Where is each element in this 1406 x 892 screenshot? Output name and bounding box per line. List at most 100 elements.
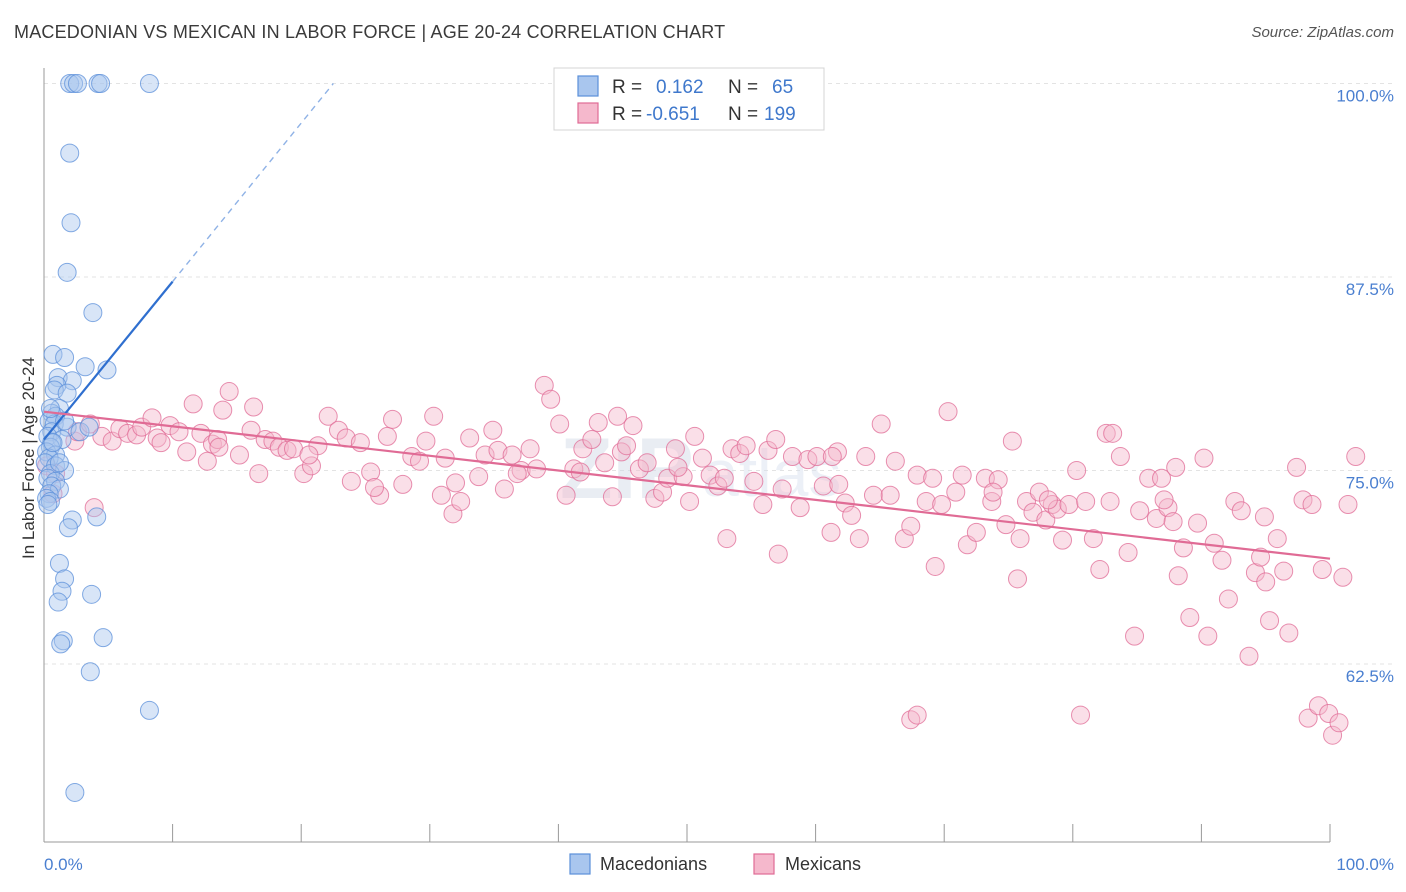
- mexican-point: [1059, 495, 1079, 515]
- mexican-point: [1323, 725, 1343, 745]
- mexican-point: [665, 439, 685, 459]
- mexican-point: [1212, 550, 1232, 570]
- mexican-point: [629, 459, 649, 479]
- mexican-point: [328, 420, 348, 440]
- macedonian-point: [44, 380, 64, 400]
- legend-r-value-macedonians: 0.162: [656, 77, 704, 98]
- mexican-point: [1260, 611, 1280, 631]
- mexican-point: [1130, 501, 1150, 521]
- macedonian-point: [93, 628, 113, 648]
- mexican-point: [582, 430, 602, 450]
- mexican-point: [494, 479, 514, 499]
- mexican-point: [469, 467, 489, 487]
- mexican-point: [730, 443, 750, 463]
- mexican-point: [183, 394, 203, 414]
- macedonian-point: [35, 453, 55, 473]
- macedonian-point: [60, 143, 80, 163]
- bottom-legend-label-mexicans: Mexicans: [785, 854, 861, 874]
- mexican-point: [916, 491, 936, 511]
- mexican-point: [608, 406, 628, 426]
- mexican-point: [680, 491, 700, 511]
- mexican-point: [1103, 423, 1123, 443]
- legend-box: [553, 67, 825, 131]
- mexican-point: [645, 488, 665, 508]
- mexican-point: [1166, 457, 1186, 477]
- mexican-point: [1346, 447, 1366, 467]
- mexican-point: [1254, 507, 1274, 527]
- watermark-atlas: atlas: [702, 436, 841, 510]
- mexican-point: [708, 476, 728, 496]
- mexican-point: [766, 430, 786, 450]
- mexican-point: [410, 451, 430, 471]
- mexican-point: [1017, 491, 1037, 511]
- mexican-point: [294, 464, 314, 484]
- mexican-point: [983, 482, 1003, 502]
- mexican-point: [1100, 491, 1120, 511]
- y-tick-label-2: 75.0%: [1346, 473, 1394, 492]
- mexican-point: [1239, 646, 1259, 666]
- mexican-point: [209, 437, 229, 457]
- mexican-point: [1188, 513, 1208, 533]
- chart-title: MACEDONIAN VS MEXICAN IN LABOR FORCE | A…: [14, 22, 726, 42]
- mexican-point: [393, 474, 413, 494]
- macedonian-point: [65, 782, 85, 802]
- legend-swatch-macedonians: [577, 75, 599, 97]
- mexican-point: [383, 409, 403, 429]
- mexican-point: [1154, 490, 1174, 510]
- mexican-point: [813, 476, 833, 496]
- mexican-point: [880, 485, 900, 505]
- mexican-point: [946, 482, 966, 502]
- mexican-point: [863, 485, 883, 505]
- mexican-point: [556, 485, 576, 505]
- mexican-point: [213, 400, 233, 420]
- macedonian-point: [57, 262, 77, 282]
- macedonian-point: [53, 631, 73, 651]
- mexican-point: [1333, 567, 1353, 587]
- bottom-legend: Macedonians Mexicans: [569, 853, 861, 875]
- mexican-point: [1118, 543, 1138, 563]
- mexican-point: [842, 505, 862, 525]
- mexican-point: [1067, 460, 1087, 480]
- mexican-point: [885, 451, 905, 471]
- mexican-point: [894, 529, 914, 549]
- macedonian-point: [48, 592, 68, 612]
- legend-r-label-macedonians: R =: [612, 77, 642, 98]
- bottom-legend-label-macedonians: Macedonians: [600, 854, 707, 874]
- mexican-point: [1071, 705, 1091, 725]
- mexican-point: [361, 462, 381, 482]
- mexican-point: [1096, 423, 1116, 443]
- mexican-point: [219, 382, 239, 402]
- macedonian-point: [83, 303, 103, 323]
- macedonian-point: [139, 700, 159, 720]
- macedonians-points: [35, 73, 159, 802]
- y-tick-label-0: 100.0%: [1336, 86, 1394, 105]
- mexican-point: [996, 515, 1016, 535]
- mexican-point: [1204, 533, 1224, 553]
- mexican-point: [1090, 560, 1110, 580]
- mexican-point: [1251, 547, 1271, 567]
- mexican-point: [1168, 566, 1188, 586]
- mexican-point: [520, 439, 540, 459]
- macedonian-point: [49, 453, 69, 473]
- mexican-point: [318, 406, 338, 426]
- mexican-point: [1008, 569, 1028, 589]
- mexican-point: [80, 414, 100, 434]
- mexican-point: [1231, 501, 1251, 521]
- macedonian-point: [40, 399, 60, 419]
- macedonian-point: [38, 495, 58, 515]
- y-tick-labels: 100.0% 87.5% 75.0% 62.5%: [1336, 86, 1394, 685]
- mexican-point: [197, 451, 217, 471]
- mexican-point: [377, 426, 397, 446]
- mexican-point: [901, 516, 921, 536]
- macedonian-point: [49, 553, 69, 573]
- mexican-point: [507, 464, 527, 484]
- x-tick-label-min: 0.0%: [44, 855, 83, 874]
- macedonian-point: [61, 213, 81, 233]
- macedonian-point: [91, 73, 111, 93]
- mexican-point: [102, 431, 122, 451]
- trend-lines: [43, 83, 1331, 560]
- mexican-trend-line: [43, 410, 1331, 560]
- mexican-point: [451, 491, 471, 511]
- mexican-point: [637, 453, 657, 473]
